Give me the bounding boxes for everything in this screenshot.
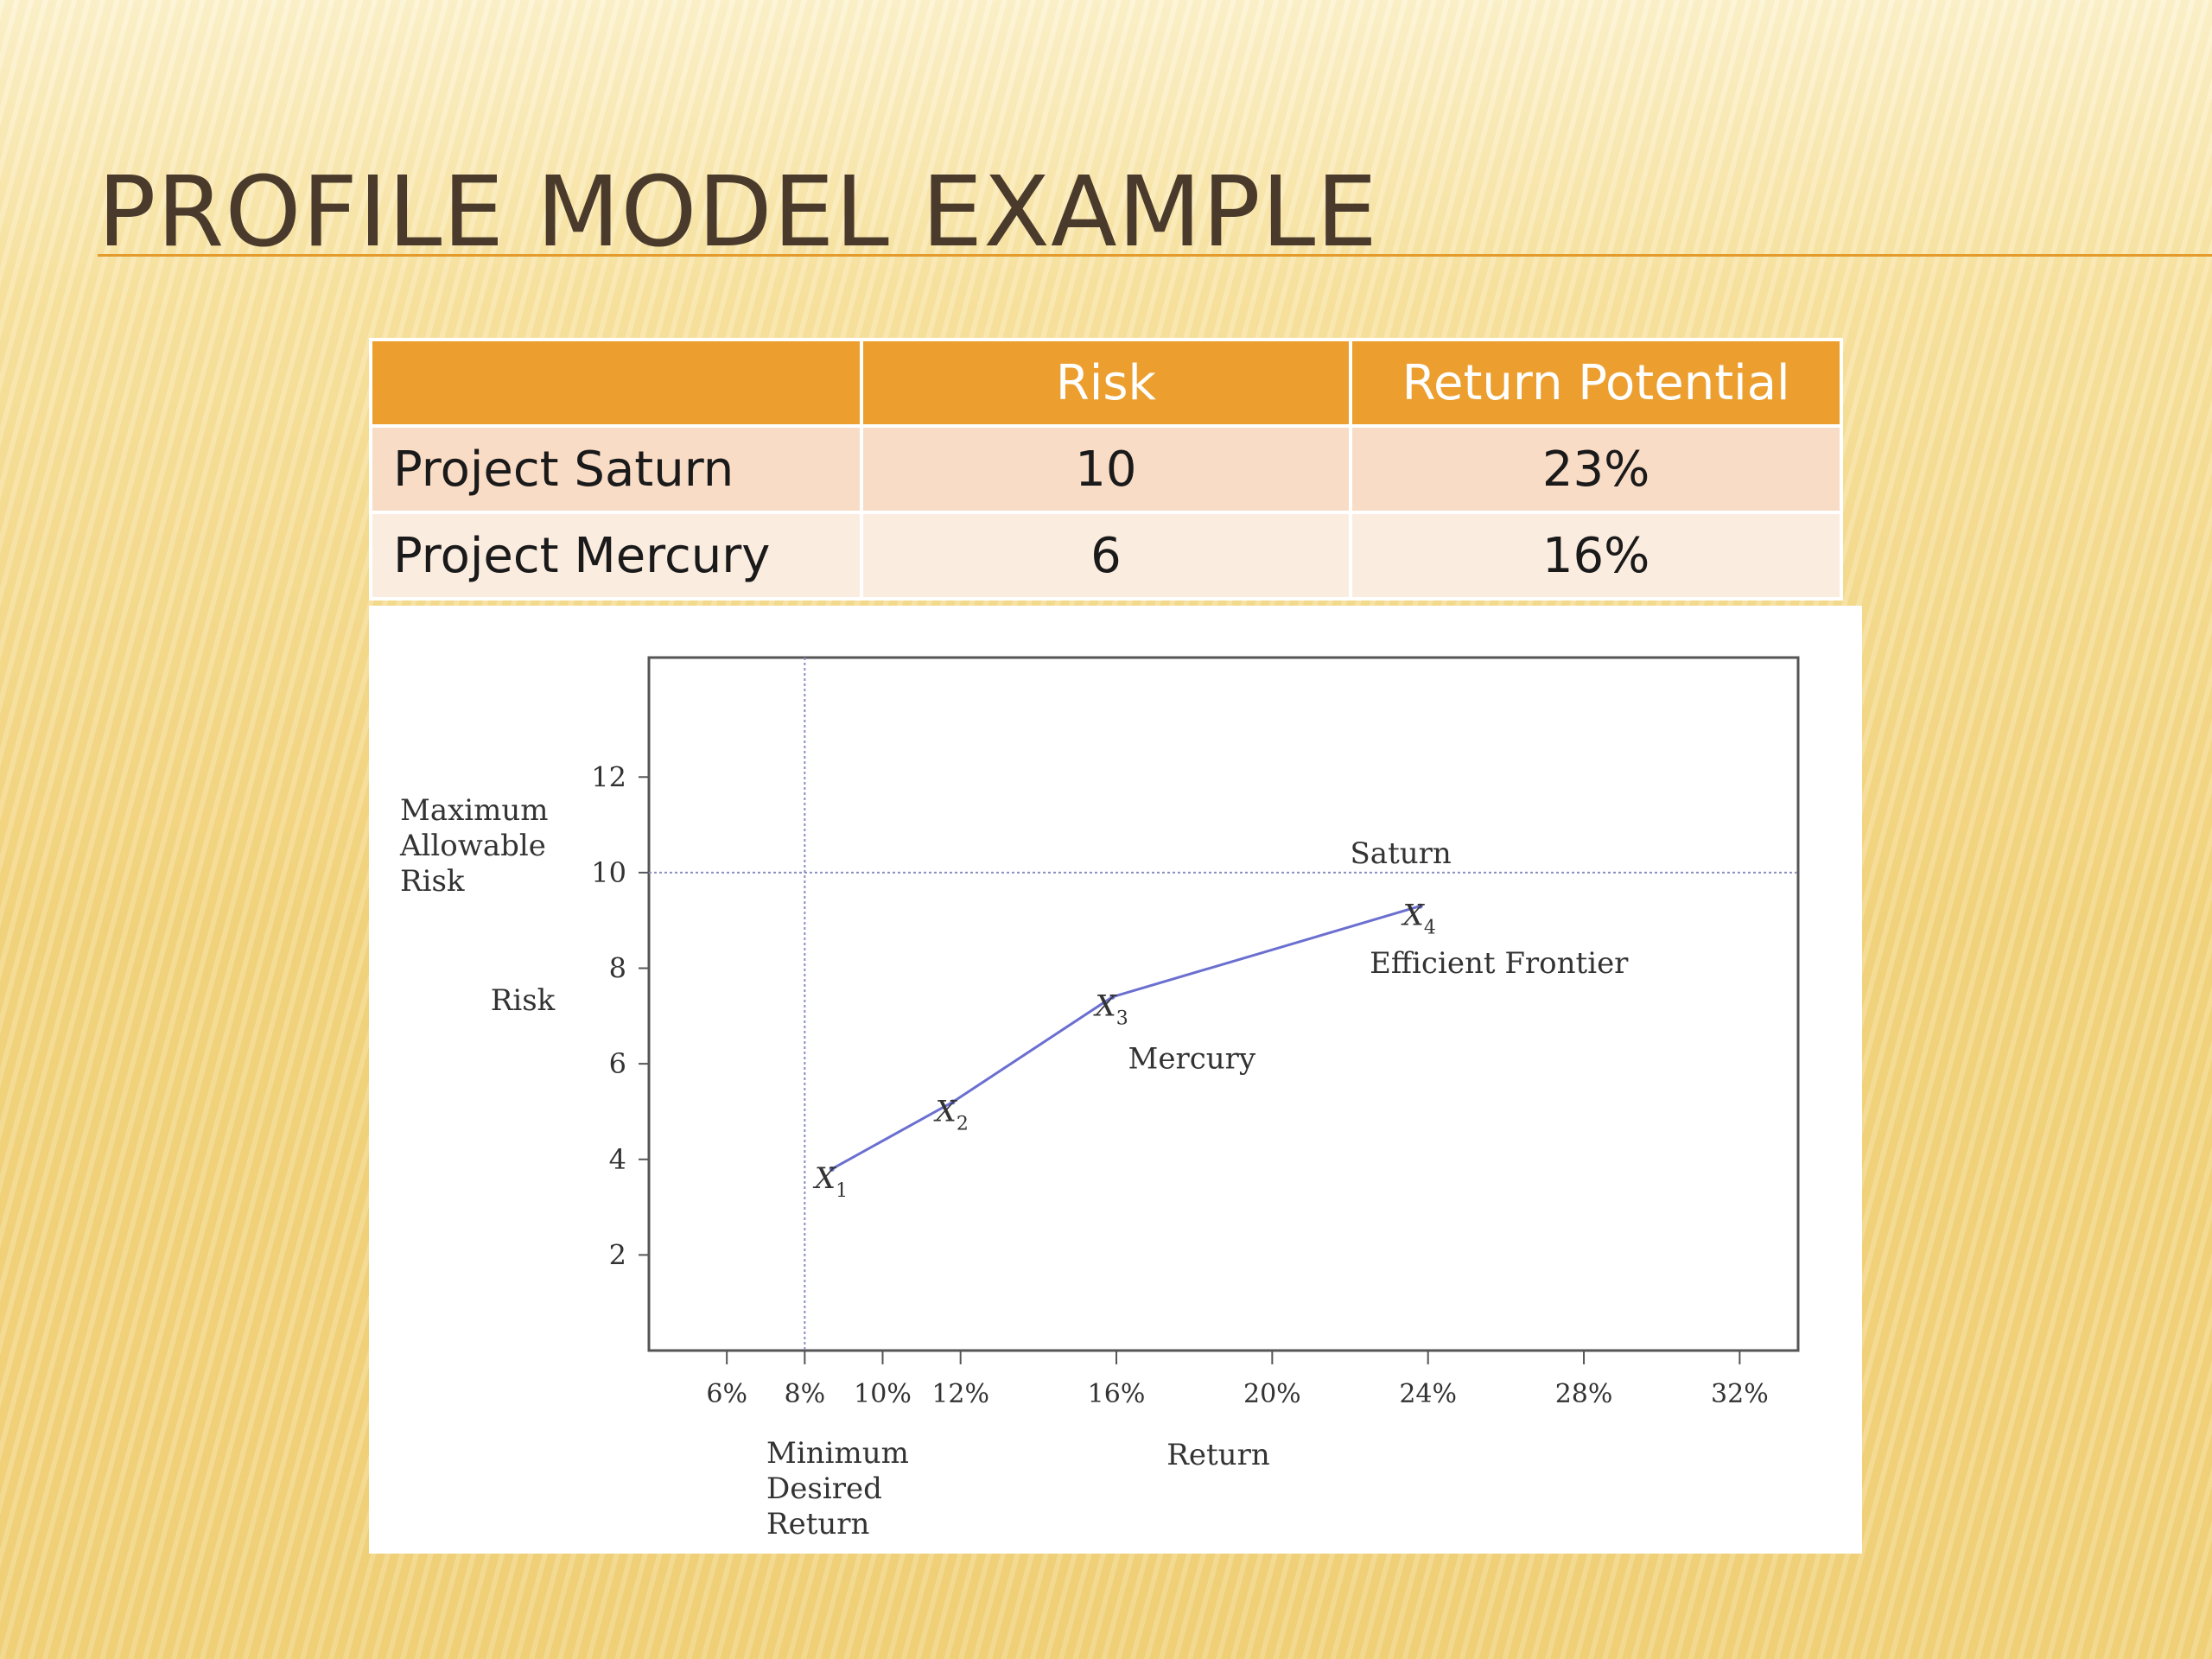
frontier-point xyxy=(1109,994,1116,1000)
table-row: Project Saturn 10 23% xyxy=(369,424,1843,514)
max-risk-label: Maximum xyxy=(400,793,549,828)
risk-cell: 6 xyxy=(859,511,1353,601)
point-label: X2 xyxy=(933,1094,969,1135)
y-tick-label: 6 xyxy=(609,1047,626,1080)
point-label: X4 xyxy=(1401,899,1436,939)
frontier-point xyxy=(1417,903,1423,909)
frontier-point xyxy=(950,1099,956,1105)
table-row: Project Mercury 6 16% xyxy=(369,511,1843,601)
risk-return-chart: 2 4 6 8 10 12 6% 8% 10% 12% 16% 20% 24% 28% 32% Risk Ret… xyxy=(369,606,1862,1554)
point-label: X3 xyxy=(1093,989,1128,1030)
x-tick-label: 10% xyxy=(854,1379,912,1409)
x-axis-label: Return xyxy=(1166,1438,1269,1472)
risk-cell: 10 xyxy=(859,424,1353,514)
header-return: Return Potential xyxy=(1349,338,1843,428)
y-tick-label: 10 xyxy=(591,856,626,889)
header-risk: Risk xyxy=(859,338,1353,428)
chart-annotation: Efficient Frontier xyxy=(1370,946,1629,981)
x-tick-label: 12% xyxy=(931,1379,989,1409)
title-divider xyxy=(98,254,2212,257)
chart-annotation: Mercury xyxy=(1128,1042,1256,1077)
x-tick-label: 24% xyxy=(1399,1379,1457,1409)
y-tick-label: 2 xyxy=(609,1238,626,1271)
max-risk-label: Risk xyxy=(400,864,465,899)
y-axis-label: Risk xyxy=(491,983,556,1018)
y-tick-label: 8 xyxy=(609,952,626,985)
point-label: X1 xyxy=(812,1161,848,1202)
project-table: Risk Return Potential Project Saturn 10 … xyxy=(369,338,1843,601)
x-tick-label: 6% xyxy=(706,1379,747,1409)
frontier-point xyxy=(829,1166,835,1172)
max-risk-label: Allowable xyxy=(399,829,546,863)
chart-annotation: Saturn xyxy=(1351,836,1452,871)
min-return-label: Return xyxy=(766,1507,869,1541)
x-tick-label: 32% xyxy=(1711,1379,1769,1409)
x-tick-label: 16% xyxy=(1088,1379,1146,1409)
min-return-label: Desired xyxy=(766,1471,882,1506)
min-return-label: Minimum xyxy=(766,1436,909,1471)
frontier-line xyxy=(831,905,1421,1171)
y-tick-label: 12 xyxy=(591,760,626,793)
row-label: Project Mercury xyxy=(369,511,863,601)
x-tick-label: 8% xyxy=(785,1379,826,1409)
return-cell: 16% xyxy=(1349,511,1843,601)
x-tick-label: 20% xyxy=(1243,1379,1301,1409)
plot-frame xyxy=(647,656,1800,1352)
table-header-row: Risk Return Potential xyxy=(369,338,1843,428)
x-tick-label: 28% xyxy=(1555,1379,1613,1409)
slide-title: PROFILE MODEL EXAMPLE xyxy=(98,156,1378,269)
chart-svg: 2 4 6 8 10 12 6% 8% 10% 12% 16% 20% 24% 28% 32% Risk Ret… xyxy=(399,656,1800,1541)
return-cell: 23% xyxy=(1349,424,1843,514)
row-label: Project Saturn xyxy=(369,424,863,514)
y-tick-label: 4 xyxy=(609,1143,626,1176)
header-empty xyxy=(369,338,863,428)
